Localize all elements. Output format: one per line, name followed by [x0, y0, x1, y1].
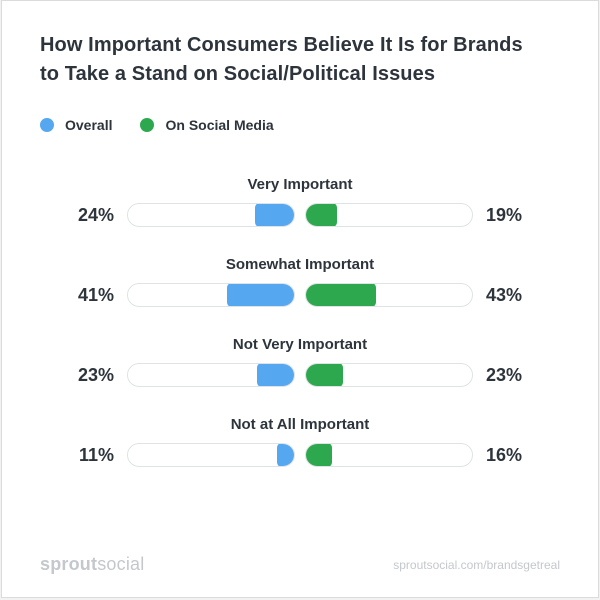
- title-line-2: to Take a Stand on Social/Political Issu…: [40, 63, 436, 85]
- social-value-label: 19%: [486, 204, 523, 225]
- overall-bar-fill: [256, 364, 294, 386]
- social-bar-track: [305, 283, 473, 307]
- overall-bar-track: [127, 283, 295, 307]
- overall-bar-fill: [276, 444, 294, 466]
- overall-bar-track: [127, 203, 295, 227]
- overall-value-label: 41%: [77, 284, 114, 305]
- legend-item-overall: Overall: [40, 117, 112, 133]
- overall-dot-icon: [40, 118, 54, 132]
- chart-row-very-important: Very Important 24% 19%: [2, 176, 598, 256]
- sproutsocial-logo: sproutsocial: [40, 554, 144, 575]
- logo-text-light: social: [97, 554, 145, 574]
- social-value-label: 23%: [486, 364, 523, 385]
- social-bar-fill: [306, 284, 377, 306]
- page-title: How Important Consumers Believe It Is fo…: [40, 31, 560, 89]
- chart-row-not-at-all-important: Not at All Important 11% 16%: [2, 416, 598, 496]
- overall-bar-track: [127, 443, 295, 467]
- category-label: Not Very Important: [232, 336, 368, 353]
- overall-bar-fill: [255, 204, 294, 226]
- chart-row-somewhat-important: Somewhat Important 41% 43%: [2, 256, 598, 336]
- bar-chart: Very Important 24% 19% Somewhat Importan…: [2, 176, 598, 496]
- legend-label-overall: Overall: [65, 117, 113, 133]
- overall-bar-fill: [226, 284, 294, 306]
- bar-line: 11% 16%: [2, 443, 598, 467]
- social-value-label: 43%: [486, 284, 523, 305]
- overall-value-label: 24%: [77, 204, 114, 225]
- category-label: Not at All Important: [230, 416, 370, 433]
- footer: sproutsocial sproutsocial.com/brandsgetr…: [40, 554, 560, 575]
- footer-url: sproutsocial.com/brandsgetreal: [393, 557, 560, 572]
- overall-bar-track: [127, 363, 295, 387]
- social-dot-icon: [140, 118, 155, 132]
- bar-line: 23% 23%: [2, 363, 598, 387]
- bar-line: 24% 19%: [2, 203, 598, 227]
- social-bar-fill: [306, 444, 332, 466]
- social-bar-track: [305, 443, 473, 467]
- social-value-label: 16%: [486, 444, 523, 465]
- category-label: Very Important: [247, 176, 353, 193]
- social-bar-fill: [306, 364, 344, 386]
- legend: Overall On Social Media: [40, 117, 560, 133]
- category-label: Somewhat Important: [225, 256, 375, 273]
- overall-value-label: 23%: [77, 364, 114, 385]
- social-bar-track: [305, 203, 473, 227]
- title-line-1: How Important Consumers Believe It Is fo…: [40, 34, 523, 56]
- overall-value-label: 11%: [78, 444, 114, 465]
- legend-item-social: On Social Media: [140, 117, 274, 133]
- logo-text-bold: sprout: [40, 554, 98, 574]
- social-bar-track: [305, 363, 473, 387]
- chart-row-not-very-important: Not Very Important 23% 23%: [2, 336, 598, 416]
- legend-label-social: On Social Media: [165, 117, 274, 133]
- social-bar-fill: [306, 204, 337, 226]
- bar-line: 41% 43%: [2, 283, 598, 307]
